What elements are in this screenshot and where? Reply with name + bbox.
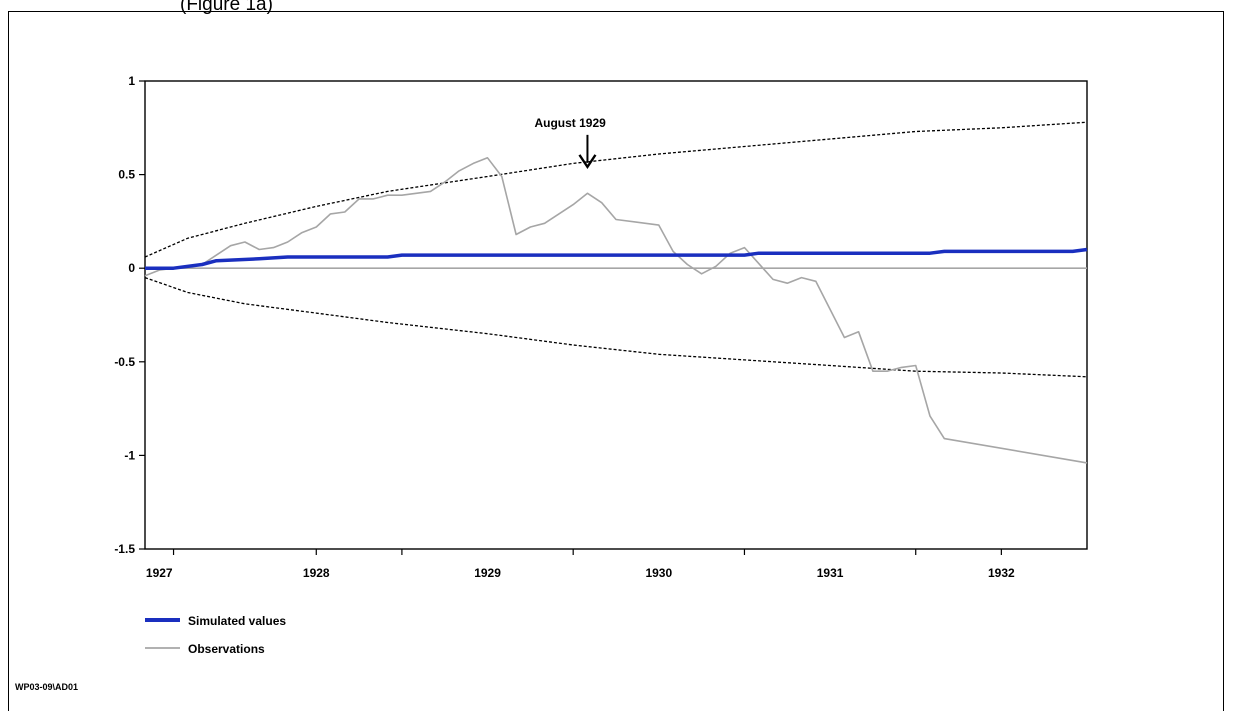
chart-series bbox=[144, 121, 1088, 464]
annotation-arrow-head bbox=[578, 154, 597, 170]
y-tick-label: 1 bbox=[128, 74, 135, 88]
series-simulated-line bbox=[145, 247, 1088, 270]
y-tick-label: -0.5 bbox=[114, 355, 135, 369]
annotation-label: August 1929 bbox=[534, 116, 606, 130]
y-tick-label: 0.5 bbox=[118, 168, 135, 182]
legend-label-observations: Observations bbox=[188, 642, 265, 656]
y-tick-label: -1.5 bbox=[114, 542, 135, 556]
chart-axes bbox=[139, 80, 1088, 555]
x-tick-label: 1929 bbox=[474, 566, 501, 580]
x-tick-label: 1931 bbox=[817, 566, 844, 580]
series-upper-band bbox=[144, 121, 1088, 258]
x-tick-label: 1930 bbox=[645, 566, 672, 580]
chart-tick-labels: 1 0.5 0 -0.5 -1 -1.5 1927 1928 1929 1930 1931 1932 bbox=[114, 74, 1015, 580]
series-lower-band bbox=[144, 276, 1088, 378]
chart-annotation: August 1929 bbox=[534, 116, 606, 170]
x-tick-label: 1932 bbox=[988, 566, 1015, 580]
y-tick-label: 0 bbox=[128, 261, 135, 275]
legend-label-simulated: Simulated values bbox=[188, 614, 286, 628]
series-observations-line bbox=[144, 157, 1088, 464]
figure-frame bbox=[8, 11, 1224, 711]
source-id: WP03-09\AD01 bbox=[15, 682, 79, 692]
x-tick-label: 1928 bbox=[303, 566, 330, 580]
chart-legend: Simulated values Observations bbox=[145, 614, 286, 656]
plot-area-border bbox=[144, 80, 1088, 550]
x-tick-label: 1927 bbox=[146, 566, 173, 580]
y-tick-label: -1 bbox=[124, 448, 135, 462]
